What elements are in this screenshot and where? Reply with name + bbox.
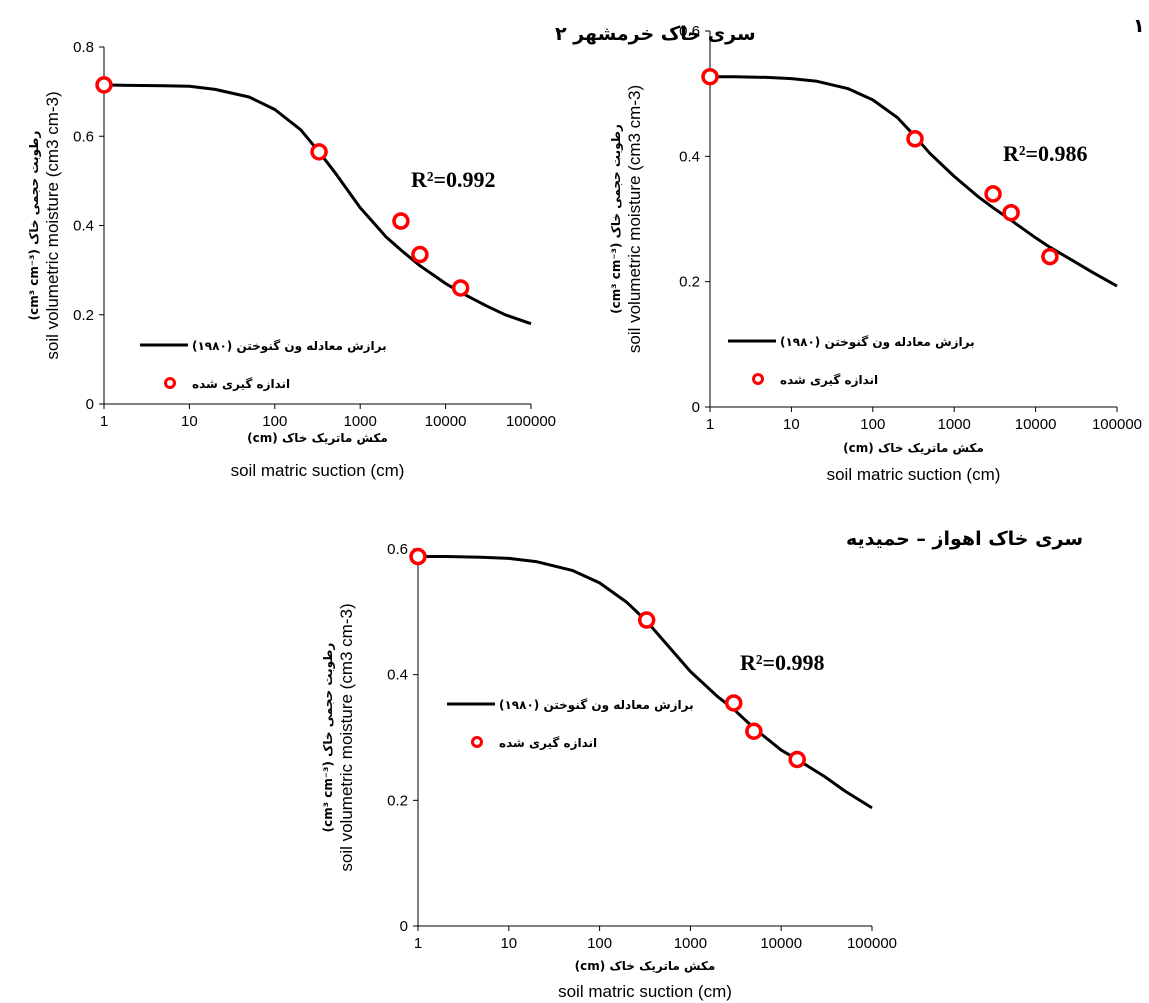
measured-point (637, 611, 656, 629)
y-tick-label: 0 (400, 918, 408, 935)
y-tick-label: 0 (86, 396, 94, 413)
x-tick-label: 10000 (425, 413, 467, 430)
y-tick-label: 0.2 (679, 274, 700, 291)
measured-point (745, 722, 763, 740)
x-axis-label: soil matric suction (cm) (231, 461, 405, 480)
x-axis-label-fa: مکش ماتریک خاک (cm) (247, 431, 388, 445)
chart-title: سری خاک خرمشهر ۲ (555, 23, 756, 45)
x-tick-label: 100000 (1092, 416, 1142, 433)
x-tick-label: 100 (262, 413, 287, 430)
legend: برازش معادله ون گنوختن (۱۹۸۰) اندازه گیری… (728, 335, 975, 387)
chart-title: سری خاک خرمشهر ۱ (1133, 15, 1149, 37)
measured-point (310, 143, 328, 161)
x-axis-label: soil matric suction (cm) (558, 982, 732, 1001)
legend-label-fit: برازش معادله ون گنوختن (۱۹۸۰) (499, 698, 694, 713)
y-axis-label: soil volumetric moisture (cm3 cm-3) (337, 603, 356, 871)
y-tick-label: 0.6 (679, 23, 700, 40)
chart-panel-2: 0 0.2 0.4 0.6 1 10 100 1000 10000 100000 سری خاک خ… (609, 15, 1149, 484)
legend-marker-swatch (164, 377, 176, 389)
y-axis-label: soil volumetric moisture (cm3 cm-3) (625, 85, 644, 353)
x-tick-label: 100000 (847, 935, 897, 952)
measured-point (95, 76, 113, 94)
y-tick-label: 0.8 (73, 39, 94, 56)
measured-point (451, 279, 470, 297)
measured-point (392, 212, 410, 230)
measured-point (724, 694, 743, 712)
measured-point (1002, 203, 1020, 222)
r-squared-annotation: R²=0.986 (1003, 141, 1088, 166)
y-axis-label-fa: رطوبت حجمی خاک (cm³ cm⁻³) (27, 131, 42, 321)
r-squared-annotation: R²=0.998 (740, 650, 825, 675)
x-tick-label: 1000 (344, 413, 377, 430)
measured-point (788, 750, 806, 769)
x-tick-label: 1 (100, 413, 108, 430)
fitted-curve-line (418, 555, 873, 810)
legend-marker-swatch (471, 736, 483, 748)
legend-label-fit: برازش معادله ون گنوختن (۱۹۸۰) (192, 339, 387, 354)
fitted-curve-line (710, 75, 1118, 288)
x-tick-label: 10000 (1015, 416, 1057, 433)
x-tick-label: 10 (181, 413, 198, 430)
y-tick-label: 0 (692, 399, 700, 416)
legend-label-measured: اندازه گیری شده (192, 377, 290, 391)
x-tick-label: 100 (860, 416, 885, 433)
x-tick-label: 10000 (760, 935, 802, 952)
x-axis-label: soil matric suction (cm) (827, 465, 1001, 484)
measured-point (411, 245, 429, 264)
legend: برازش معادله ون گنوختن (۱۹۸۰) اندازه گیری… (140, 339, 387, 391)
measured-point (906, 130, 924, 148)
legend: برازش معادله ون گنوختن (۱۹۸۰) اندازه گیری… (447, 698, 694, 750)
x-tick-label: 10 (500, 935, 517, 952)
x-tick-label: 100 (587, 935, 612, 952)
x-axis-label-fa: مکش ماتریک خاک (cm) (843, 441, 984, 455)
y-axis-label: soil volumetric moisture (cm3 cm-3) (43, 91, 62, 359)
r-squared-annotation: R²=0.992 (411, 167, 496, 192)
y-tick-label: 0.4 (679, 148, 700, 165)
x-tick-label: 1 (414, 935, 422, 952)
y-tick-label: 0.6 (73, 128, 94, 145)
chart-panel-3: 0 0.2 0.4 0.6 1 10 100 1000 10000 100000 سری خاک ا… (321, 528, 1083, 1001)
measured-point (409, 547, 427, 566)
y-tick-label: 0.2 (73, 307, 94, 324)
x-tick-label: 1 (706, 416, 714, 433)
y-tick-label: 0.4 (73, 218, 94, 235)
y-tick-label: 0.2 (387, 792, 408, 809)
y-axis-label-fa: رطوبت حجمی خاک (cm³ cm⁻³) (321, 643, 336, 833)
legend-label-measured: اندازه گیری شده (499, 736, 597, 750)
x-tick-label: 10 (783, 416, 800, 433)
measured-point (701, 67, 719, 86)
legend-label-measured: اندازه گیری شده (780, 373, 878, 387)
x-tick-label: 100000 (506, 413, 556, 430)
y-tick-label: 0.4 (387, 667, 408, 684)
chart-title: سری خاک اهواز – حمیدیه (846, 528, 1083, 550)
measured-point (984, 185, 1002, 203)
measured-point (1041, 247, 1059, 266)
y-axis-label-fa: رطوبت حجمی خاک (cm³ cm⁻³) (609, 124, 624, 314)
x-axis-label-fa: مکش ماتریک خاک (cm) (575, 959, 716, 973)
x-tick-label: 1000 (938, 416, 971, 433)
x-tick-label: 1000 (674, 935, 707, 952)
legend-marker-swatch (752, 373, 764, 385)
y-tick-label: 0.6 (387, 541, 408, 558)
legend-label-fit: برازش معادله ون گنوختن (۱۹۸۰) (780, 335, 975, 350)
